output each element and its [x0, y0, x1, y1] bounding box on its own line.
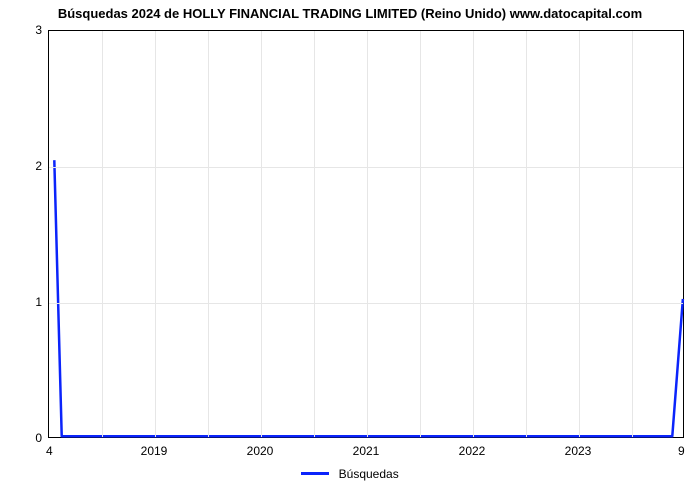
- chart-title: Búsquedas 2024 de HOLLY FINANCIAL TRADIN…: [0, 6, 700, 21]
- line-chart: Búsquedas 2024 de HOLLY FINANCIAL TRADIN…: [0, 0, 700, 500]
- gridline-v: [155, 31, 156, 437]
- plot-area: [48, 30, 684, 438]
- gridline-v: [314, 31, 315, 437]
- y-tick-label: 1: [26, 295, 42, 309]
- gridline-v: [473, 31, 474, 437]
- gridline-v: [261, 31, 262, 437]
- gridline-v: [208, 31, 209, 437]
- x-start-label: 4: [46, 444, 53, 458]
- gridline-v: [526, 31, 527, 437]
- gridline-v: [102, 31, 103, 437]
- y-tick-label: 0: [26, 431, 42, 445]
- y-tick-label: 2: [26, 159, 42, 173]
- legend: Búsquedas: [0, 466, 700, 481]
- x-tick-label: 2019: [141, 444, 168, 458]
- x-tick-label: 2020: [247, 444, 274, 458]
- gridline-v: [367, 31, 368, 437]
- y-tick-label: 3: [26, 23, 42, 37]
- x-tick-label: 2023: [565, 444, 592, 458]
- x-tick-label: 2022: [459, 444, 486, 458]
- gridline-h: [49, 303, 683, 304]
- legend-label: Búsquedas: [339, 467, 399, 481]
- x-tick-label: 2021: [353, 444, 380, 458]
- legend-swatch: [301, 472, 329, 475]
- x-end-label: 9: [678, 444, 685, 458]
- gridline-h: [49, 167, 683, 168]
- gridline-v: [579, 31, 580, 437]
- gridline-v: [632, 31, 633, 437]
- gridline-v: [420, 31, 421, 437]
